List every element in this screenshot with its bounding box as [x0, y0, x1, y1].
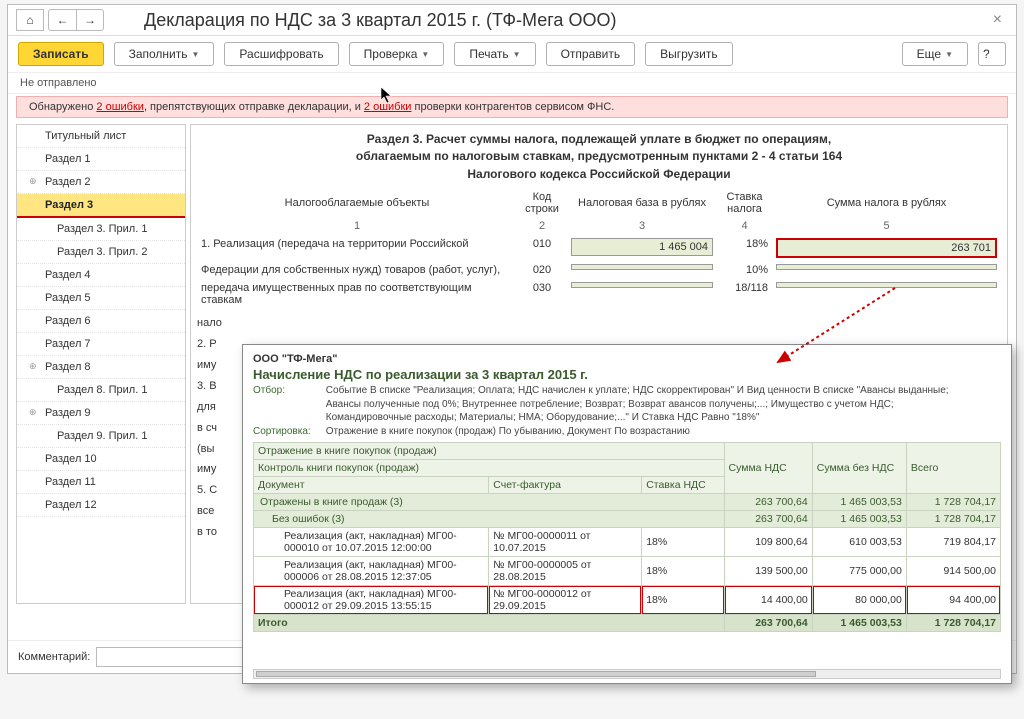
print-button[interactable]: Печать▼ — [454, 42, 535, 66]
help-button[interactable]: ? — [978, 42, 1006, 66]
tax-base-input[interactable]: 1 465 004 — [571, 238, 713, 256]
sidebar-item[interactable]: Раздел 1 — [17, 148, 185, 171]
sidebar-item[interactable]: Раздел 5 — [17, 287, 185, 310]
popup-sort-text: Отражение в книге покупок (продаж) По уб… — [326, 426, 690, 437]
popup-org: ООО "ТФ-Мега" — [253, 353, 1001, 365]
sidebar-item[interactable]: Раздел 3. Прил. 2 — [17, 241, 185, 264]
more-button[interactable]: Еще▼ — [902, 42, 968, 66]
sidebar-item[interactable]: Раздел 3. Прил. 1 — [17, 218, 185, 241]
send-button[interactable]: Отправить — [546, 42, 636, 66]
titlebar: ⌂ ← → Декларация по НДС за 3 квартал 201… — [8, 5, 1016, 36]
tax-base-input[interactable] — [571, 264, 713, 270]
window-title: Декларация по НДС за 3 квартал 2015 г. (… — [144, 10, 616, 31]
detail-row[interactable]: Реализация (акт, накладная) МГ00-000012 … — [254, 586, 1001, 615]
forward-button[interactable]: → — [76, 9, 104, 31]
toolbar: Записать Заполнить▼ Расшифровать Проверк… — [8, 36, 1016, 73]
errors-link-2[interactable]: 2 ошибки — [364, 101, 412, 113]
detail-row[interactable]: Реализация (акт, накладная) МГ00-000010 … — [254, 528, 1001, 557]
section-heading: Раздел 3. Расчет суммы налога, подлежаще… — [197, 131, 1001, 183]
sidebar-item[interactable]: Раздел 11 — [17, 471, 185, 494]
popup-heading: Начисление НДС по реализации за 3 кварта… — [253, 367, 1001, 382]
calculation-table: Налогооблагаемые объекты Код строки Нало… — [197, 189, 1001, 309]
detail-row[interactable]: Реализация (акт, накладная) МГ00-000006 … — [254, 557, 1001, 586]
sidebar-item[interactable]: Титульный лист — [17, 125, 185, 148]
detail-group-row[interactable]: Без ошибок (3)263 700,641 465 003,531 72… — [254, 511, 1001, 528]
drilldown-popup: ООО "ТФ-Мега" Начисление НДС по реализац… — [242, 344, 1012, 684]
calc-row: передача имущественных прав по соответст… — [197, 279, 1001, 309]
sidebar-item[interactable]: ⊕Раздел 2 — [17, 171, 185, 194]
tax-sum-input[interactable]: 263 701 — [776, 238, 997, 258]
sidebar-item[interactable]: ⊕Раздел 8 — [17, 356, 185, 379]
home-button[interactable]: ⌂ — [16, 9, 44, 31]
sidebar-item[interactable]: Раздел 9. Прил. 1 — [17, 425, 185, 448]
detail-group-row[interactable]: Отражены в книге продаж (3)263 700,641 4… — [254, 494, 1001, 511]
comment-label: Комментарий: — [18, 651, 90, 663]
sidebar-item[interactable]: Раздел 10 — [17, 448, 185, 471]
sidebar-item[interactable]: Раздел 8. Прил. 1 — [17, 379, 185, 402]
detail-total-row: Итого263 700,641 465 003,531 728 704,17 — [254, 615, 1001, 632]
sidebar-item[interactable]: Раздел 12 — [17, 494, 185, 517]
calc-row: Федерации для собственных нужд) товаров … — [197, 261, 1001, 279]
close-icon[interactable]: × — [987, 11, 1008, 29]
export-button[interactable]: Выгрузить — [645, 42, 733, 66]
error-banner: Обнаружено 2 ошибки, препятствующих отпр… — [16, 96, 1008, 118]
sidebar-item[interactable]: Раздел 3 — [17, 194, 185, 218]
send-status: Не отправлено — [8, 73, 1016, 94]
save-button[interactable]: Записать — [18, 42, 104, 66]
popup-scrollbar[interactable] — [253, 669, 1001, 679]
popup-filter-text: Событие В списке "Реализация; Оплата; НД… — [326, 384, 966, 425]
tax-base-input[interactable] — [571, 282, 713, 288]
sidebar-item[interactable]: Раздел 4 — [17, 264, 185, 287]
fill-button[interactable]: Заполнить▼ — [114, 42, 215, 66]
check-button[interactable]: Проверка▼ — [349, 42, 445, 66]
sidebar-item[interactable]: Раздел 6 — [17, 310, 185, 333]
tax-sum-input[interactable] — [776, 282, 997, 288]
sidebar-item[interactable]: Раздел 7 — [17, 333, 185, 356]
calc-row: 1. Реализация (передача на территории Ро… — [197, 235, 1001, 261]
tax-sum-input[interactable] — [776, 264, 997, 270]
sidebar-item[interactable]: ⊕Раздел 9 — [17, 402, 185, 425]
errors-link-1[interactable]: 2 ошибки — [96, 101, 144, 113]
decode-button[interactable]: Расшифровать — [224, 42, 338, 66]
back-button[interactable]: ← — [48, 9, 76, 31]
detail-table: Отражение в книге покупок (продаж) Сумма… — [253, 442, 1001, 632]
sections-sidebar: Титульный листРаздел 1⊕Раздел 2Раздел 3Р… — [16, 124, 186, 604]
